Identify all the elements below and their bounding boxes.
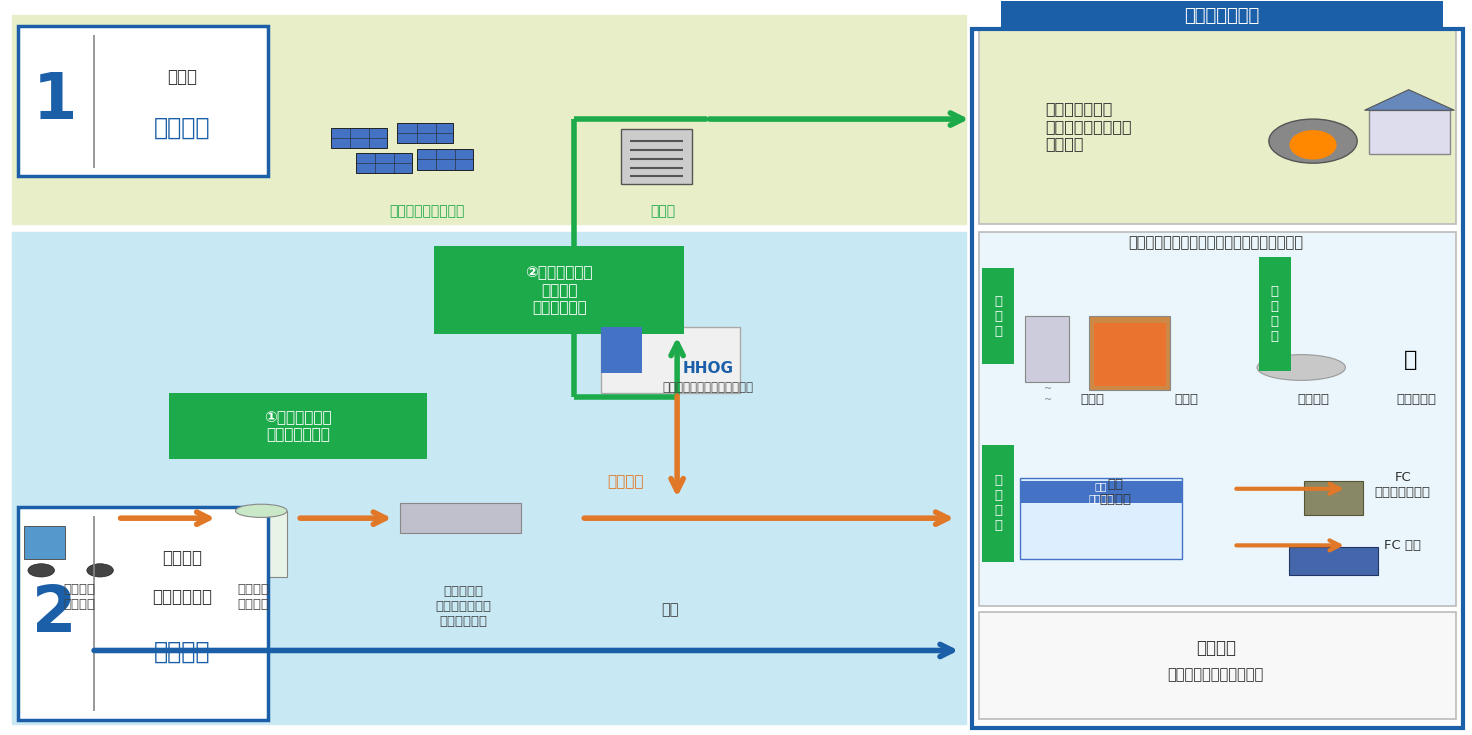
Circle shape: [28, 564, 54, 577]
FancyBboxPatch shape: [356, 153, 412, 173]
FancyBboxPatch shape: [400, 503, 521, 533]
FancyBboxPatch shape: [1089, 316, 1170, 390]
FancyBboxPatch shape: [621, 129, 692, 184]
Ellipse shape: [492, 503, 509, 533]
Text: ①液体水素から
気化された水素: ①液体水素から 気化された水素: [265, 410, 331, 442]
Ellipse shape: [1269, 119, 1357, 163]
Polygon shape: [1365, 90, 1454, 110]
FancyBboxPatch shape: [24, 526, 65, 559]
FancyBboxPatch shape: [12, 15, 966, 224]
FancyBboxPatch shape: [24, 526, 130, 570]
Text: 🧪: 🧪: [1403, 350, 1418, 370]
FancyBboxPatch shape: [1025, 316, 1069, 382]
Text: 水素利用: 水素利用: [155, 640, 210, 664]
FancyBboxPatch shape: [12, 232, 966, 724]
Text: ボイラ: ボイラ: [1080, 393, 1104, 406]
Text: 液体水素
（運搬）: 液体水素 （運搬）: [63, 583, 96, 611]
Ellipse shape: [236, 504, 287, 517]
FancyBboxPatch shape: [169, 393, 427, 459]
FancyBboxPatch shape: [1304, 481, 1363, 514]
Text: （神鋼環境ソリューション）: （神鋼環境ソリューション）: [662, 381, 754, 394]
Text: 冷熱利用: 冷熱利用: [1195, 639, 1236, 657]
Ellipse shape: [1289, 130, 1337, 159]
Text: 加熱炉: 加熱炉: [1175, 393, 1198, 406]
Text: 気化器による: 気化器による: [153, 588, 212, 606]
Text: 冷熱: 冷熱: [661, 603, 679, 617]
FancyBboxPatch shape: [1289, 547, 1378, 575]
Text: 2: 2: [32, 583, 77, 645]
Text: ②再エネ由来で
製造する
グリーン水素: ②再エネ由来で 製造する グリーン水素: [526, 265, 593, 315]
Text: 電力利用: 電力利用: [155, 116, 210, 140]
FancyBboxPatch shape: [1001, 1, 1443, 31]
FancyBboxPatch shape: [1020, 478, 1182, 559]
FancyBboxPatch shape: [236, 511, 287, 577]
Ellipse shape: [450, 503, 468, 533]
Ellipse shape: [409, 503, 427, 533]
Text: ~
~: ~ ~: [1044, 384, 1052, 405]
Text: 液体水素
（貯蔵）: 液体水素 （貯蔵）: [237, 583, 269, 611]
FancyBboxPatch shape: [979, 29, 1456, 224]
FancyBboxPatch shape: [982, 268, 1014, 364]
Text: 化学品合成: 化学品合成: [1395, 393, 1437, 406]
Text: ボイラ・加熱炉・モビリティでの水素利活用: ボイラ・加熱炉・モビリティでの水素利活用: [1129, 235, 1303, 250]
FancyBboxPatch shape: [331, 128, 387, 148]
FancyBboxPatch shape: [979, 232, 1456, 606]
Text: 今後の検討範囲: 今後の検討範囲: [1183, 7, 1260, 25]
FancyBboxPatch shape: [601, 327, 740, 393]
FancyBboxPatch shape: [1094, 323, 1166, 386]
Text: 再エネ: 再エネ: [168, 68, 197, 86]
Ellipse shape: [1257, 355, 1345, 381]
FancyBboxPatch shape: [1259, 257, 1291, 371]
FancyBboxPatch shape: [397, 123, 453, 143]
Text: 水素ガス: 水素ガス: [608, 474, 643, 489]
FancyBboxPatch shape: [1020, 481, 1182, 503]
Text: 空調・ヒートポンプなど: 空調・ヒートポンプなど: [1167, 667, 1264, 682]
Text: 水素
スタンド: 水素 スタンド: [1100, 478, 1132, 506]
FancyBboxPatch shape: [1369, 110, 1450, 154]
FancyBboxPatch shape: [979, 612, 1456, 719]
Text: 電気炉・工場、
マイクログリッド等
での使用: 電気炉・工場、 マイクログリッド等 での使用: [1045, 101, 1132, 151]
Text: 蓄電池: 蓄電池: [649, 204, 676, 219]
Text: 水素
スタンド: 水素 スタンド: [1089, 481, 1113, 503]
Text: 再エネと: 再エネと: [162, 549, 203, 567]
Text: 1: 1: [32, 70, 77, 132]
Text: FC バス: FC バス: [1384, 539, 1422, 552]
FancyBboxPatch shape: [18, 26, 268, 176]
Text: 原
料
利
用: 原 料 利 用: [1270, 285, 1279, 343]
FancyBboxPatch shape: [434, 246, 684, 334]
FancyBboxPatch shape: [982, 445, 1014, 562]
Text: 燃
料
利
用: 燃 料 利 用: [994, 475, 1002, 532]
Text: 熱
利
用: 熱 利 用: [994, 295, 1002, 337]
Text: 金属還元: 金属還元: [1297, 393, 1329, 406]
FancyBboxPatch shape: [417, 149, 473, 170]
Text: HHOG: HHOG: [683, 362, 733, 376]
Text: FC
フォークリフト: FC フォークリフト: [1375, 471, 1431, 499]
Circle shape: [87, 564, 113, 577]
FancyBboxPatch shape: [18, 507, 268, 720]
Text: 太陽光による再エネ: 太陽光による再エネ: [389, 204, 465, 219]
Text: 中間媒体式
液体水素気化器
（神戸製鋼）: 中間媒体式 液体水素気化器 （神戸製鋼）: [436, 585, 492, 628]
FancyBboxPatch shape: [601, 327, 642, 373]
